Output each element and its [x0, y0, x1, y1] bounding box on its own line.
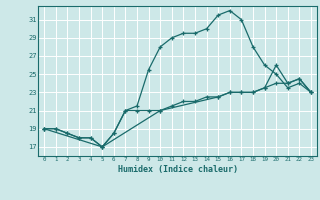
X-axis label: Humidex (Indice chaleur): Humidex (Indice chaleur)	[118, 165, 238, 174]
